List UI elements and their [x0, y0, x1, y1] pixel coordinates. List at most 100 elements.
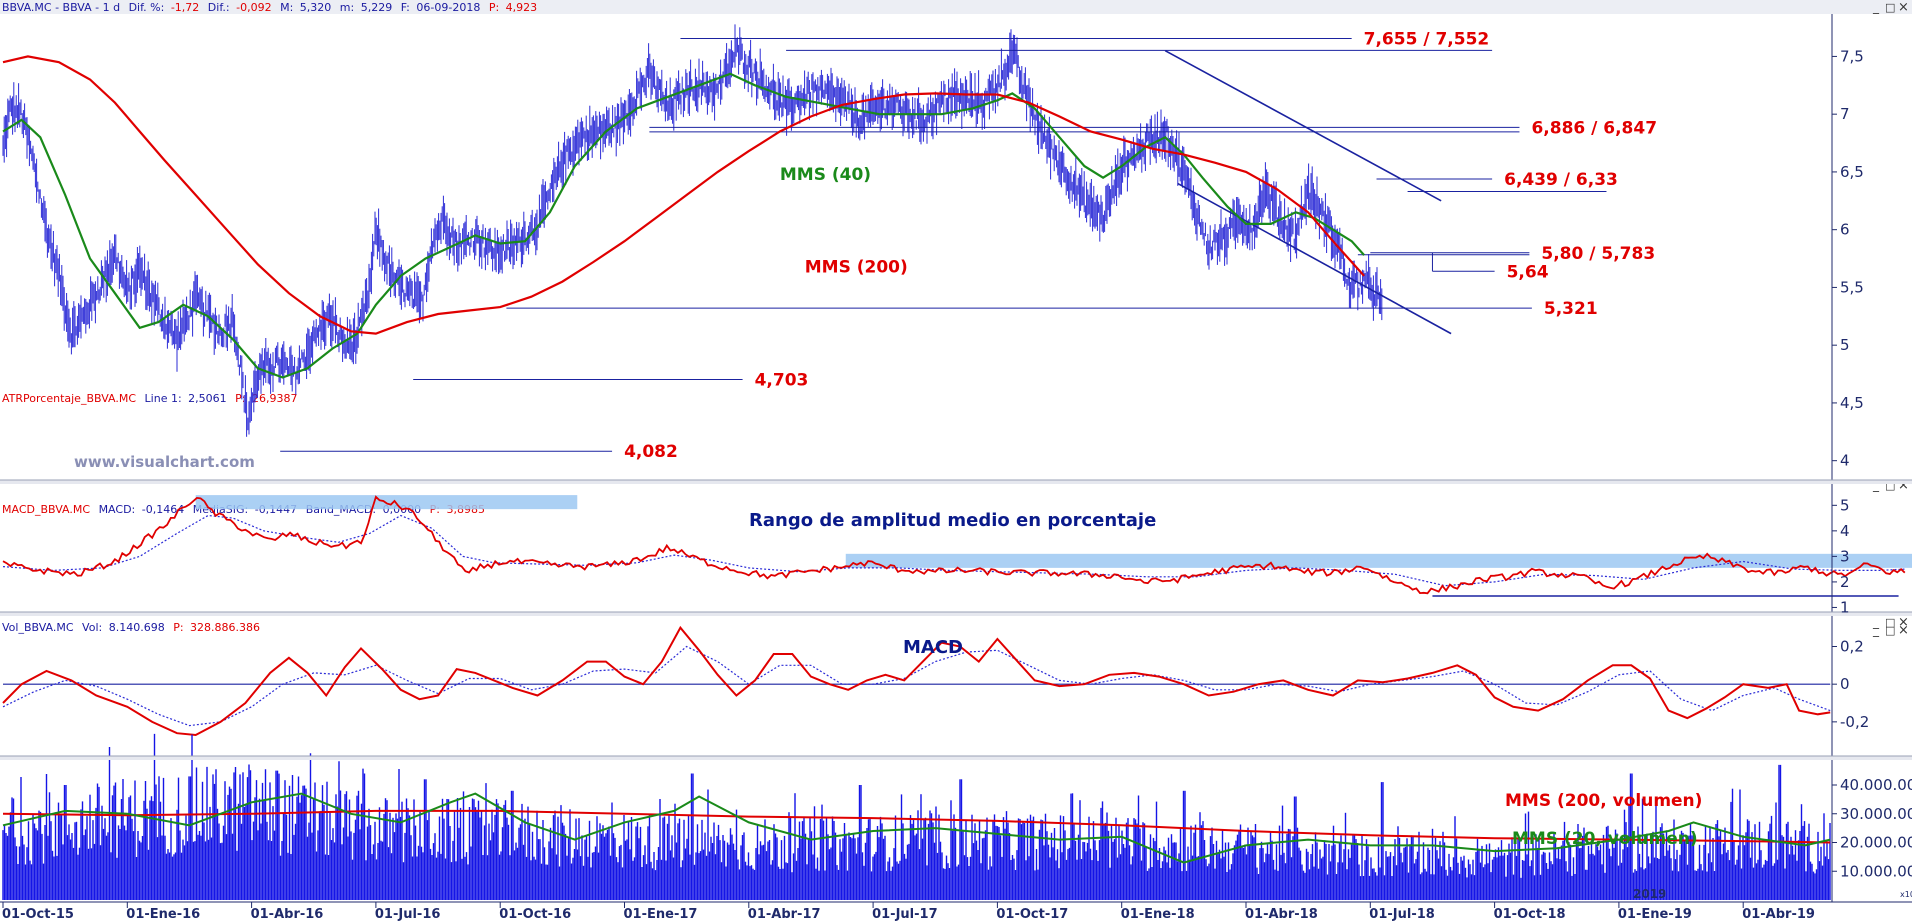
- date-tick-label: 01-Ene-18: [1121, 907, 1195, 922]
- price-tick-label: 7: [1840, 105, 1850, 123]
- svg-text:ATRPorcentaje_BBVA.MC Li: ATRPorcentaje_BBVA.MC Line 1: 2,5061 P: …: [2, 392, 298, 405]
- macd-pane-controls: _ □ ×: [1872, 615, 1909, 630]
- macd-tick-label: 0,2: [1840, 637, 1864, 655]
- price-tick-label: 6,5: [1840, 163, 1864, 181]
- price-tick-label: 7,5: [1840, 47, 1864, 65]
- scale-corner: x10: [1900, 890, 1912, 899]
- atr-pane-title: Rango de amplitud medio en porcentaje: [749, 510, 1156, 531]
- date-tick-label: 01-Jul-16: [375, 907, 441, 922]
- macd-pane-title: MACD: [903, 637, 963, 658]
- date-tick-label: 01-Ene-17: [624, 907, 698, 922]
- volume-header-p-label: P:: [173, 621, 183, 634]
- date-tick-label: 01-Oct-18: [1494, 907, 1566, 922]
- macd-header-macd-label: MACD:: [99, 503, 136, 516]
- date-tick-label: 01-Abr-18: [1245, 907, 1318, 922]
- price-tick-label: 4: [1840, 452, 1850, 470]
- atr-tick-label: 1: [1840, 598, 1850, 616]
- atr-header-p: 26,9387: [252, 392, 298, 405]
- macd-restore-button[interactable]: □: [1885, 616, 1895, 629]
- atr-header-line: 2,5061: [188, 392, 227, 405]
- pane-frame: [0, 14, 1912, 903]
- vol_mms200-line: [2, 809, 1831, 844]
- atr-header-line-label: Line 1:: [145, 392, 182, 405]
- pane-separator: [0, 756, 1912, 760]
- price-close-button[interactable]: ×: [1898, 0, 1909, 15]
- date-tick-label: 01-Oct-16: [499, 907, 571, 922]
- macd-axis: -0,2 0 0,2: [1832, 637, 1869, 731]
- svg-text:BBVA.MC - BBVA - 1 d Dif: BBVA.MC - BBVA - 1 d Dif. %: -1,72 Dif.:…: [2, 1, 537, 14]
- price-header-max-label: M:: [280, 1, 293, 14]
- volume-pane-controls: _ □ ×: [1872, 623, 1909, 638]
- date-axis: 01-Oct-15 01-Ene-16 01-Abr-16 01-Jul-16 01-O…: [2, 902, 1815, 922]
- volume-plot: [2, 733, 1831, 900]
- price-axis: 4 4,5 5 5,5 6 6,5 7 7,5: [1832, 47, 1864, 470]
- volume-tick-label: 40.000.000: [1840, 776, 1912, 794]
- price-tick-label: 6: [1840, 221, 1850, 239]
- date-tick-label: 01-Abr-17: [748, 907, 821, 922]
- atr-pane-controls: _ □ ×: [1872, 478, 1909, 493]
- volume-minimize-button[interactable]: _: [1872, 623, 1880, 637]
- atr-minimize-button[interactable]: _: [1872, 478, 1880, 492]
- volume-header-name: Vol_BBVA.MC: [2, 621, 74, 634]
- series-annotation: MMS (40): [780, 165, 871, 185]
- price-header-min: 5,229: [361, 1, 393, 14]
- mms200-line: [2, 55, 1365, 335]
- price-header-symbol: BBVA.MC - BBVA - 1 d: [2, 1, 120, 14]
- macd-header-p-label: P:: [430, 503, 440, 516]
- series-annotation: MMS (200): [805, 257, 908, 277]
- price-header-min-label: m:: [340, 1, 354, 14]
- macd-minimize-button[interactable]: _: [1872, 615, 1880, 629]
- macd-line: [2, 625, 1831, 737]
- date-tick-label: 01-Abr-16: [251, 907, 324, 922]
- atr-plot: [2, 495, 1912, 597]
- level-label: 6,439 / 6,33: [1504, 170, 1618, 190]
- price-header-last: 4,923: [506, 1, 538, 14]
- price-tick-label: 4,5: [1840, 394, 1864, 412]
- watermark-text: www.visualchart.com: [74, 453, 255, 471]
- date-tick-label: 01-Ene-19: [1618, 907, 1692, 922]
- date-tick-label: 01-Abr-19: [1742, 907, 1815, 922]
- volume-pane-header: Vol_BBVA.MC Vol: 8.140.698 P: 328.886.38…: [2, 621, 260, 634]
- volume-restore-button[interactable]: □: [1885, 624, 1895, 637]
- date-tick-label: 01-Jul-18: [1369, 907, 1435, 922]
- volume-axis: 10.000.000 20.000.000 30.000.000 40.000.000: [1832, 776, 1912, 880]
- atr-tick-label: 3: [1840, 547, 1850, 565]
- volume-tick-label: 20.000.000: [1840, 834, 1912, 852]
- atr-line: [2, 495, 1906, 595]
- atr-close-button[interactable]: ×: [1898, 478, 1909, 493]
- vol_mms20-line: [2, 792, 1831, 864]
- macd-close-button[interactable]: ×: [1898, 615, 1909, 630]
- price-header-last-label: P:: [489, 1, 499, 14]
- atr-tick-label: 5: [1840, 496, 1850, 514]
- level-label: 6,886 / 6,847: [1531, 118, 1657, 138]
- price-minimize-button[interactable]: _: [1872, 0, 1880, 14]
- price-header-dif: -0,092: [236, 1, 271, 14]
- mms40-line: [2, 72, 1365, 379]
- level-label: 4,703: [755, 370, 809, 390]
- price-tick-label: 5,5: [1840, 278, 1864, 296]
- date-tick-label: 01-Oct-15: [2, 907, 74, 922]
- atr-tick-label: 2: [1840, 573, 1850, 591]
- volume-header-vol: 8.140.698: [109, 621, 165, 634]
- year-marker: 2019: [1633, 887, 1666, 901]
- price-header-date: 06-09-2018: [416, 1, 480, 14]
- trend-line: [1177, 182, 1452, 335]
- atr-pane-header: ATRPorcentaje_BBVA.MC Line 1: 2,5061 P: …: [2, 392, 298, 405]
- price-header-dif-pct: -1,72: [171, 1, 199, 14]
- level-label: 7,655 / 7,552: [1364, 30, 1490, 50]
- price-header-dif-label: Dif.:: [208, 1, 230, 14]
- svg-text:Vol_BBVA.MC Vol: 8: Vol_BBVA.MC Vol: 8.140.698 P: 328.886.38…: [2, 621, 260, 634]
- price-tick-label: 5: [1840, 336, 1850, 354]
- atr-restore-button[interactable]: □: [1885, 479, 1895, 492]
- trend-line: [1164, 49, 1442, 202]
- volume-mms200-label: MMS (200, volumen): [1505, 791, 1702, 811]
- level-label: 4,082: [624, 442, 678, 462]
- price-restore-button[interactable]: □: [1885, 1, 1895, 14]
- volume-close-button[interactable]: ×: [1898, 623, 1909, 638]
- volume-header-vol-label: Vol:: [82, 621, 102, 634]
- price-header-dif-pct-label: Dif. %:: [129, 1, 165, 14]
- price-levels: 7,655 / 7,552 6,886 / 6,847 6,439 / 6,33 5,…: [280, 30, 1657, 462]
- volume-tick-label: 10.000.000: [1840, 862, 1912, 880]
- atr-header-name: ATRPorcentaje_BBVA.MC: [2, 392, 136, 405]
